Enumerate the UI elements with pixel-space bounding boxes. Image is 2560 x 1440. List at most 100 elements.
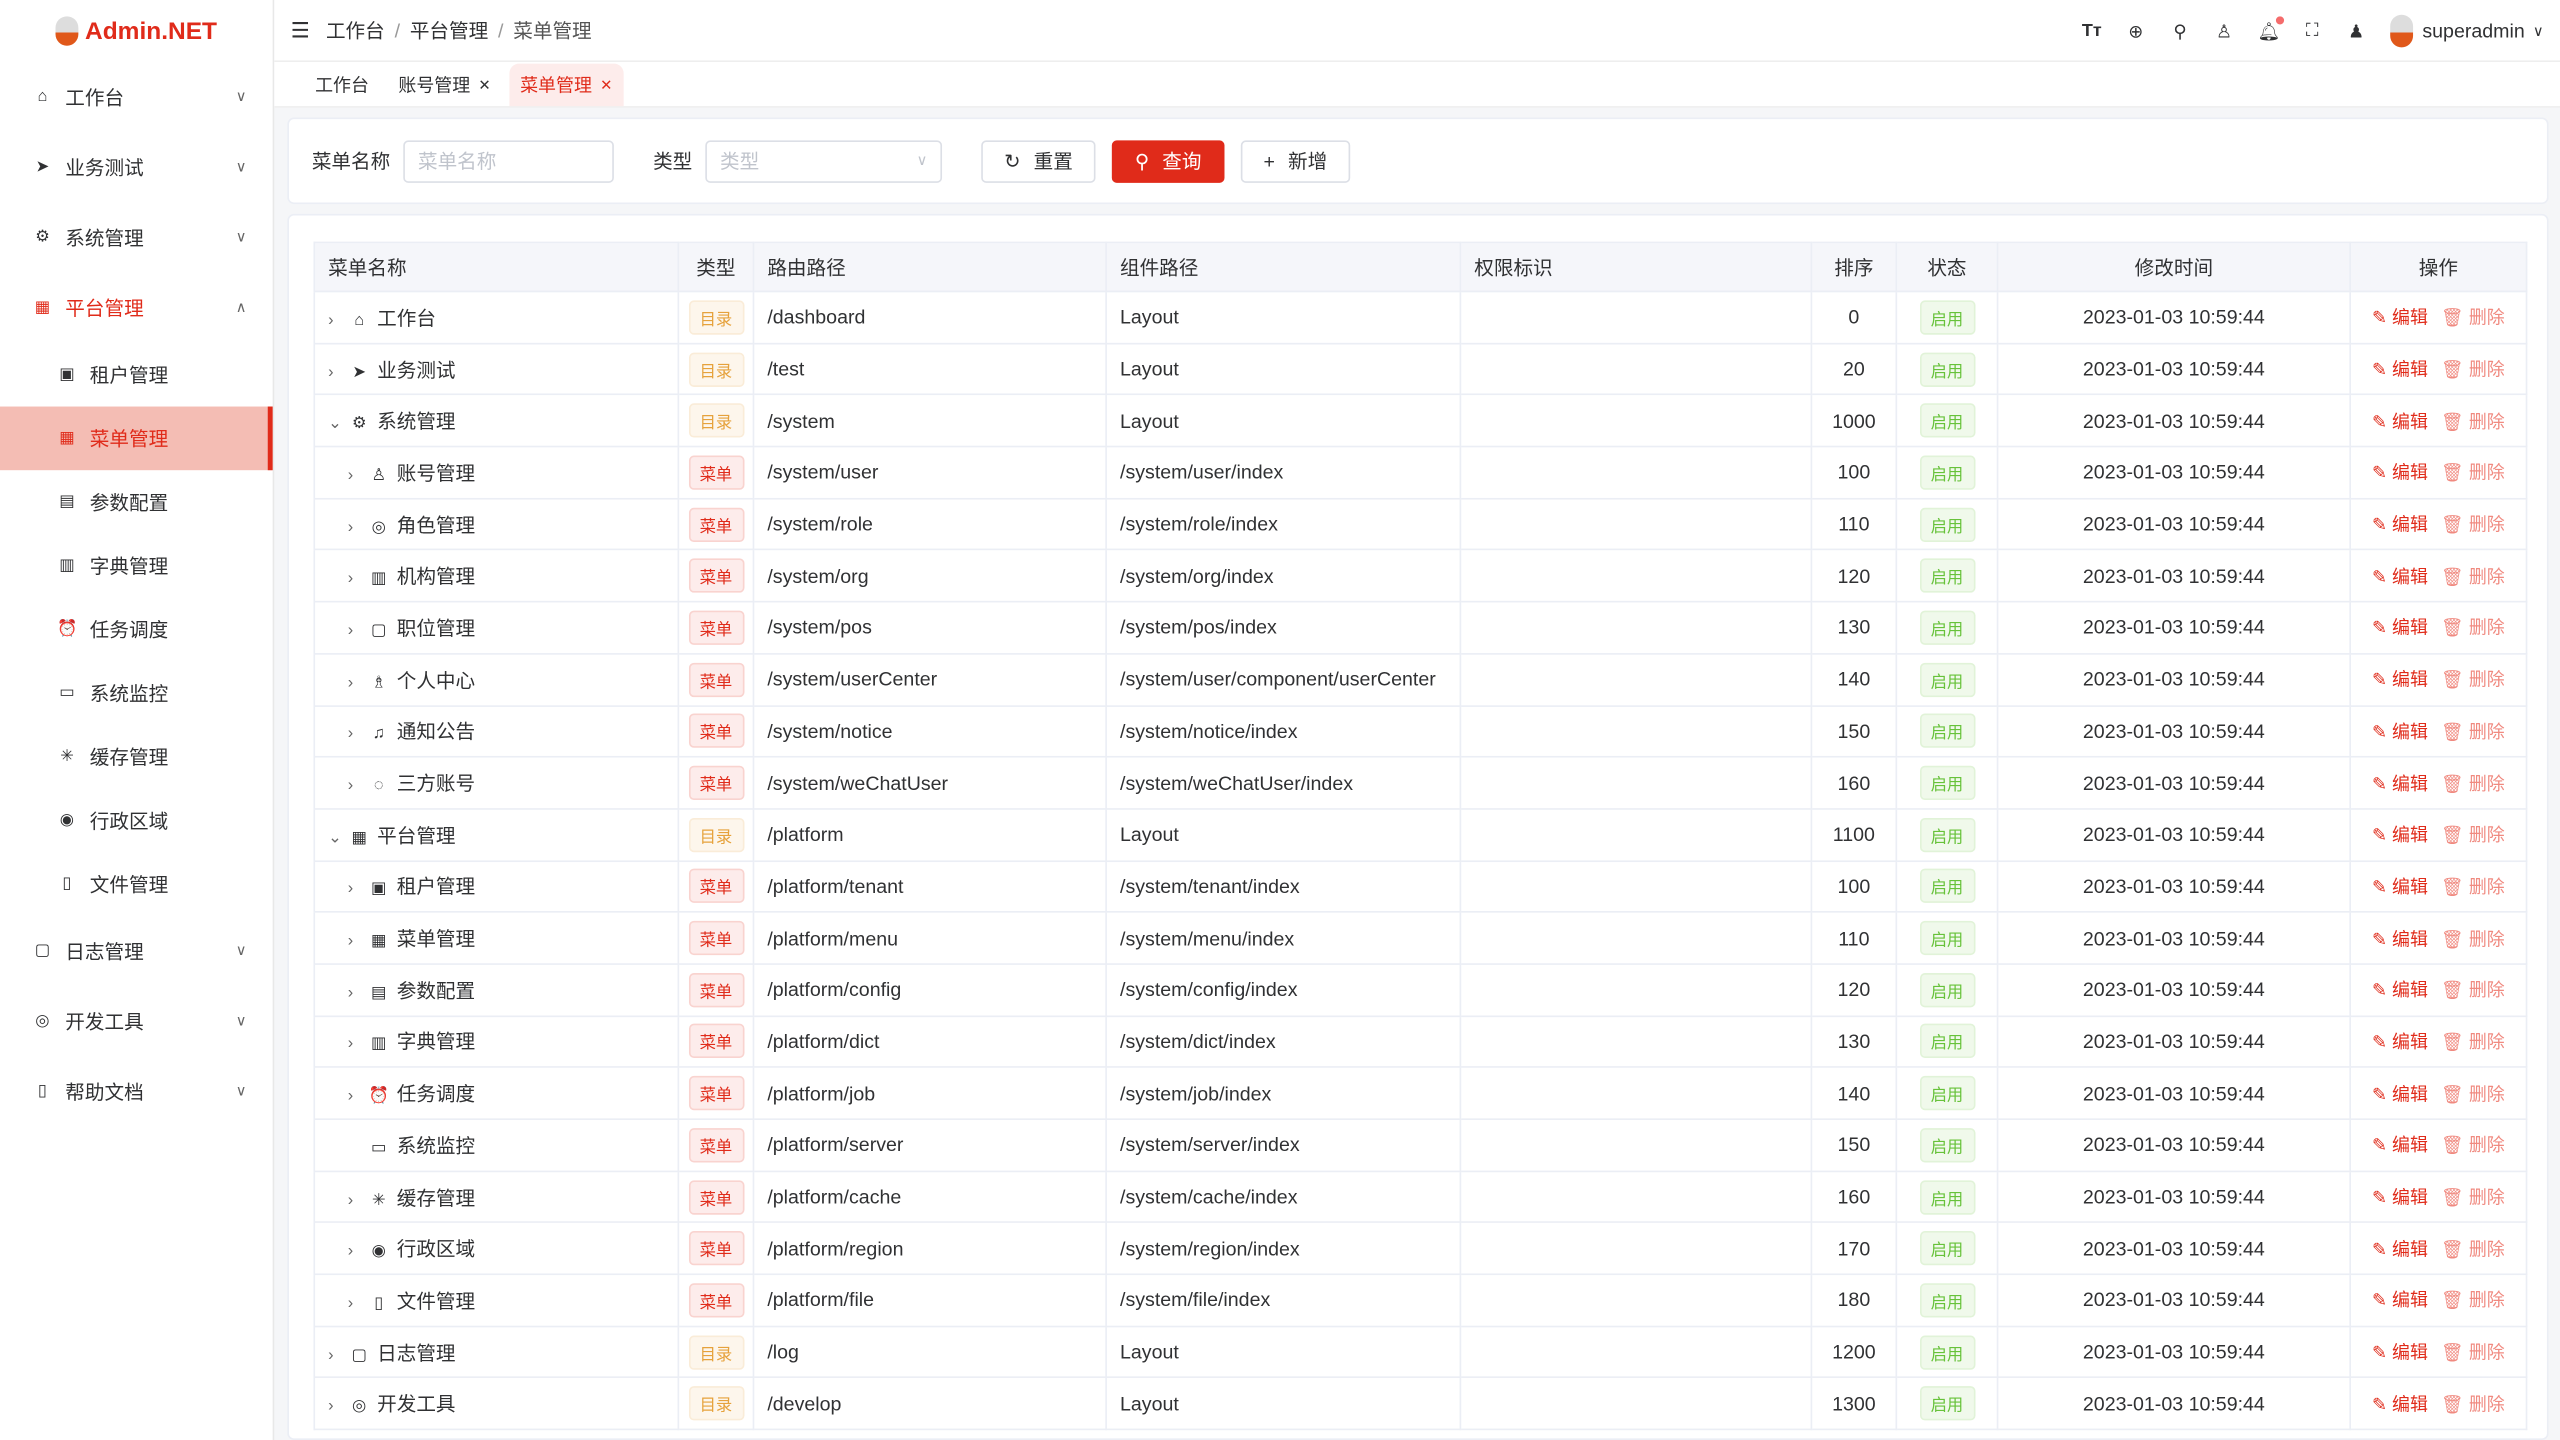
sidebar-item[interactable]: ◎ 开发工具 ∨	[0, 986, 273, 1056]
edit-button[interactable]: ✎ 编辑	[2372, 620, 2428, 640]
chevron-down-icon[interactable]: ⌄	[328, 415, 342, 434]
sidebar-subitem[interactable]: ▣ 租户管理	[0, 343, 273, 407]
delete-button[interactable]: 🗑︎ 删除	[2441, 1085, 2505, 1105]
chevron-right-icon[interactable]: ›	[347, 518, 354, 537]
delete-button[interactable]: 🗑︎ 删除	[2441, 620, 2505, 640]
chevron-right-icon[interactable]: ›	[347, 466, 354, 485]
delete-button[interactable]: 🗑︎ 删除	[2441, 361, 2505, 381]
edit-button[interactable]: ✎ 编辑	[2372, 982, 2428, 1002]
edit-button[interactable]: ✎ 编辑	[2372, 1189, 2428, 1209]
sidebar-item[interactable]: ▦ 平台管理 ∧	[0, 273, 273, 343]
delete-button[interactable]: 🗑︎ 删除	[2441, 775, 2505, 795]
delete-button[interactable]: 🗑︎ 删除	[2441, 826, 2505, 846]
chevron-right-icon[interactable]: ›	[347, 1294, 354, 1313]
breadcrumb-item[interactable]: 工作台	[325, 19, 385, 43]
user-dropdown[interactable]: superadmin ∨	[2389, 14, 2544, 48]
chevron-right-icon[interactable]: ›	[328, 311, 334, 330]
edit-button[interactable]: ✎ 编辑	[2372, 1396, 2428, 1416]
edit-button[interactable]: ✎ 编辑	[2372, 1033, 2428, 1053]
delete-button[interactable]: 🗑︎ 删除	[2441, 930, 2505, 950]
breadcrumb-item[interactable]: 平台管理	[409, 19, 489, 43]
delete-button[interactable]: 🗑︎ 删除	[2441, 1189, 2505, 1209]
chevron-right-icon[interactable]: ›	[347, 984, 354, 1003]
edit-button[interactable]: ✎ 编辑	[2372, 516, 2428, 536]
add-button[interactable]: + 新增	[1240, 139, 1351, 183]
delete-button[interactable]: 🗑︎ 删除	[2441, 1033, 2505, 1053]
delete-button[interactable]: 🗑︎ 删除	[2441, 1240, 2505, 1260]
reset-button[interactable]: ↻ 重置	[981, 139, 1096, 183]
sidebar-subitem[interactable]: ▥ 字典管理	[0, 534, 273, 598]
edit-button[interactable]: ✎ 编辑	[2372, 671, 2428, 691]
edit-button[interactable]: ✎ 编辑	[2372, 568, 2428, 588]
collapse-menu-icon[interactable]: ☰	[290, 17, 310, 42]
tab[interactable]: 工作台	[304, 64, 381, 106]
delete-button[interactable]: 🗑︎ 删除	[2441, 1137, 2505, 1157]
sidebar-item[interactable]: ▢ 日志管理 ∨	[0, 916, 273, 986]
edit-button[interactable]: ✎ 编辑	[2372, 464, 2428, 484]
chevron-right-icon[interactable]: ›	[347, 1242, 354, 1261]
delete-button[interactable]: 🗑︎ 删除	[2441, 982, 2505, 1002]
delete-button[interactable]: 🗑︎ 删除	[2441, 568, 2505, 588]
close-icon[interactable]: ✕	[478, 75, 491, 93]
chevron-down-icon[interactable]: ⌄	[328, 828, 342, 847]
chevron-right-icon[interactable]: ›	[328, 1346, 334, 1365]
fullscreen-icon[interactable]: ⛶	[2305, 20, 2319, 40]
sidebar-item[interactable]: ⚙ 系统管理 ∨	[0, 202, 273, 272]
tab[interactable]: 账号管理 ✕	[387, 64, 502, 106]
delete-button[interactable]: 🗑︎ 删除	[2441, 1344, 2505, 1364]
edit-button[interactable]: ✎ 编辑	[2372, 309, 2428, 329]
delete-button[interactable]: 🗑︎ 删除	[2441, 309, 2505, 329]
edit-button[interactable]: ✎ 编辑	[2372, 1344, 2428, 1364]
chevron-right-icon[interactable]: ›	[347, 1191, 354, 1210]
close-icon[interactable]: ✕	[600, 75, 613, 93]
chevron-right-icon[interactable]: ›	[347, 1035, 354, 1054]
delete-button[interactable]: 🗑︎ 删除	[2441, 1292, 2505, 1312]
menu-name-input[interactable]: 菜单名称	[403, 139, 614, 183]
edit-button[interactable]: ✎ 编辑	[2372, 878, 2428, 898]
sidebar-subitem[interactable]: ▭ 系统监控	[0, 661, 273, 725]
type-select[interactable]: 类型 ∨	[705, 139, 943, 183]
edit-button[interactable]: ✎ 编辑	[2372, 361, 2428, 381]
delete-button[interactable]: 🗑︎ 删除	[2441, 413, 2505, 433]
chevron-right-icon[interactable]: ›	[347, 570, 354, 589]
edit-button[interactable]: ✎ 编辑	[2372, 1240, 2428, 1260]
delete-button[interactable]: 🗑︎ 删除	[2441, 723, 2505, 743]
chevron-right-icon[interactable]: ›	[347, 777, 354, 796]
edit-button[interactable]: ✎ 编辑	[2372, 1137, 2428, 1157]
query-button[interactable]: ⚲ 查询	[1112, 139, 1225, 183]
sidebar-item[interactable]: ➤ 业务测试 ∨	[0, 132, 273, 202]
sidebar-subitem[interactable]: ✳ 缓存管理	[0, 725, 273, 789]
chevron-right-icon[interactable]: ›	[347, 1087, 354, 1106]
language-icon[interactable]: ⊕	[2128, 22, 2144, 42]
sidebar-item[interactable]: ⌂ 工作台 ∨	[0, 62, 273, 132]
delete-button[interactable]: 🗑︎ 删除	[2441, 878, 2505, 898]
chevron-right-icon[interactable]: ›	[347, 621, 354, 640]
edit-button[interactable]: ✎ 编辑	[2372, 413, 2428, 433]
logo[interactable]: Admin.NET	[0, 0, 273, 62]
user-icon[interactable]: ♟	[2348, 22, 2365, 42]
sidebar-item[interactable]: ▯ 帮助文档 ∨	[0, 1056, 273, 1126]
delete-button[interactable]: 🗑︎ 删除	[2441, 671, 2505, 691]
delete-button[interactable]: 🗑︎ 删除	[2441, 516, 2505, 536]
chevron-right-icon[interactable]: ›	[347, 932, 354, 951]
chevron-right-icon[interactable]: ›	[328, 1398, 334, 1416]
tab[interactable]: 菜单管理 ✕	[508, 63, 624, 107]
sidebar-subitem[interactable]: ▯ 文件管理	[0, 852, 273, 916]
font-size-icon[interactable]: Tт	[2081, 21, 2102, 41]
sidebar-subitem[interactable]: ◉ 行政区域	[0, 789, 273, 853]
theme-shirt-icon[interactable]: ♙	[2215, 22, 2233, 42]
chevron-right-icon[interactable]: ›	[347, 673, 354, 692]
chevron-right-icon[interactable]: ›	[347, 880, 354, 899]
sidebar-subitem[interactable]: ⏰ 任务调度	[0, 598, 273, 662]
sidebar-subitem[interactable]: ▤ 参数配置	[0, 470, 273, 534]
edit-button[interactable]: ✎ 编辑	[2372, 1085, 2428, 1105]
sidebar-subitem[interactable]: ▦ 菜单管理	[0, 406, 273, 471]
edit-button[interactable]: ✎ 编辑	[2372, 930, 2428, 950]
edit-button[interactable]: ✎ 编辑	[2372, 1292, 2428, 1312]
delete-button[interactable]: 🗑︎ 删除	[2441, 464, 2505, 484]
edit-button[interactable]: ✎ 编辑	[2372, 723, 2428, 743]
chevron-right-icon[interactable]: ›	[328, 363, 334, 382]
edit-button[interactable]: ✎ 编辑	[2372, 775, 2428, 795]
edit-button[interactable]: ✎ 编辑	[2372, 826, 2428, 846]
chevron-right-icon[interactable]: ›	[347, 725, 354, 744]
